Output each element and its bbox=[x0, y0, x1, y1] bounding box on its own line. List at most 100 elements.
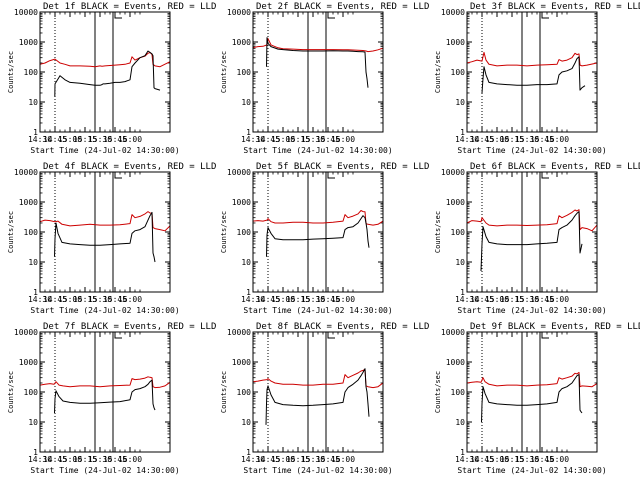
lld-series-line bbox=[252, 38, 384, 53]
interval-bracket bbox=[327, 14, 335, 19]
x-axis-label: Start Time (24-Jul-02 14:30:00) bbox=[243, 306, 392, 315]
y-tick-label: 100 bbox=[237, 68, 252, 77]
events-series-line bbox=[54, 379, 156, 414]
x-tick-label: 15:30 bbox=[301, 135, 325, 144]
x-tick-label: 15:15 bbox=[286, 455, 310, 464]
panel-4: Det 4f BLACK = Events, RED = LLD Counts/s… bbox=[7, 162, 216, 315]
interval-bracket bbox=[114, 334, 122, 339]
x-tick-label: 15:30 bbox=[301, 295, 325, 304]
panel-title: Det 8f BLACK = Events, RED = LLD bbox=[256, 322, 429, 332]
interval-bracket bbox=[327, 334, 335, 339]
panel-1: Det 1f BLACK = Events, RED = LLD Counts/s… bbox=[7, 2, 216, 155]
x-axis-label: Start Time (24-Jul-02 14:30:00) bbox=[243, 466, 392, 475]
panel-title: Det 9f BLACK = Events, RED = LLD bbox=[470, 322, 640, 332]
y-tick-label: 1 bbox=[246, 128, 251, 137]
lld-series-line bbox=[466, 371, 598, 388]
x-tick-label: 15:30 bbox=[515, 295, 539, 304]
interval-bracket bbox=[327, 174, 335, 179]
panel-title: Det 2f BLACK = Events, RED = LLD bbox=[256, 2, 429, 12]
x-axis-label: Start Time (24-Jul-02 14:30:00) bbox=[457, 466, 606, 475]
x-tick-label: 16:00 bbox=[545, 135, 569, 144]
y-tick-label: 1000 bbox=[446, 358, 465, 367]
x-tick-label: 14:45 bbox=[256, 295, 280, 304]
plot-frame bbox=[39, 11, 171, 133]
x-tick-label: 16:00 bbox=[118, 135, 142, 144]
lld-series-line bbox=[39, 211, 171, 232]
lld-series-line bbox=[466, 51, 598, 67]
x-tick-label: 15:45 bbox=[103, 455, 127, 464]
x-tick-label: 15:00 bbox=[485, 135, 509, 144]
plot-frame bbox=[252, 11, 384, 133]
x-tick-label: 15:30 bbox=[301, 455, 325, 464]
y-tick-label: 10 bbox=[28, 98, 38, 107]
x-tick-label: 14:30 bbox=[455, 135, 479, 144]
y-tick-label: 100 bbox=[24, 68, 39, 77]
y-tick-label: 10000 bbox=[14, 168, 38, 177]
x-tick-label: 16:00 bbox=[331, 135, 355, 144]
x-tick-label: 15:00 bbox=[58, 295, 82, 304]
x-tick-label: 16:00 bbox=[331, 455, 355, 464]
y-tick-label: 1 bbox=[460, 288, 465, 297]
y-tick-label: 100 bbox=[24, 388, 39, 397]
x-tick-label: 15:30 bbox=[88, 295, 112, 304]
y-tick-label: 1 bbox=[246, 448, 251, 457]
panel-title: Det 4f BLACK = Events, RED = LLD bbox=[43, 162, 216, 172]
interval-bracket bbox=[114, 14, 122, 19]
y-tick-label: 100 bbox=[451, 388, 466, 397]
y-axis-label: Counts/sec bbox=[220, 211, 228, 253]
panel-title: Det 3f BLACK = Events, RED = LLD bbox=[470, 2, 640, 12]
x-tick-label: 15:45 bbox=[530, 455, 554, 464]
x-tick-label: 15:00 bbox=[58, 455, 82, 464]
x-axis-label: Start Time (24-Jul-02 14:30:00) bbox=[30, 306, 179, 315]
y-tick-label: 10000 bbox=[441, 168, 465, 177]
interval-bracket bbox=[541, 334, 549, 339]
y-tick-label: 1000 bbox=[446, 198, 465, 207]
panel-6: Det 6f BLACK = Events, RED = LLD Counts/s… bbox=[434, 162, 640, 315]
interval-bracket bbox=[114, 174, 122, 179]
x-tick-label: 15:30 bbox=[88, 455, 112, 464]
y-axis-label: Counts/sec bbox=[7, 51, 15, 93]
y-tick-label: 100 bbox=[237, 388, 252, 397]
panel-8: Det 8f BLACK = Events, RED = LLD Counts/s… bbox=[220, 322, 429, 475]
y-tick-label: 1000 bbox=[19, 38, 38, 47]
y-tick-label: 10 bbox=[455, 98, 465, 107]
y-tick-label: 1 bbox=[460, 128, 465, 137]
x-tick-label: 14:45 bbox=[256, 135, 280, 144]
y-axis-label: Counts/sec bbox=[7, 371, 15, 413]
y-tick-label: 10000 bbox=[227, 8, 251, 17]
y-axis-label: Counts/sec bbox=[434, 371, 442, 413]
y-axis-label: Counts/sec bbox=[220, 371, 228, 413]
x-tick-label: 15:00 bbox=[485, 455, 509, 464]
events-series-line bbox=[266, 37, 369, 88]
panel-2: Det 2f BLACK = Events, RED = LLD Counts/s… bbox=[220, 2, 429, 155]
y-tick-label: 10000 bbox=[441, 328, 465, 337]
x-tick-label: 14:30 bbox=[241, 295, 265, 304]
x-tick-label: 14:30 bbox=[28, 455, 52, 464]
x-axis-label: Start Time (24-Jul-02 14:30:00) bbox=[457, 146, 606, 155]
panel-title: Det 5f BLACK = Events, RED = LLD bbox=[256, 162, 429, 172]
y-tick-label: 1000 bbox=[232, 358, 251, 367]
y-tick-label: 10 bbox=[28, 418, 38, 427]
x-tick-label: 14:45 bbox=[470, 295, 494, 304]
y-tick-label: 10 bbox=[28, 258, 38, 267]
x-tick-label: 14:30 bbox=[241, 455, 265, 464]
lld-series-line bbox=[252, 210, 384, 226]
y-tick-label: 1000 bbox=[446, 38, 465, 47]
y-tick-label: 1000 bbox=[232, 38, 251, 47]
x-tick-label: 14:30 bbox=[28, 135, 52, 144]
x-tick-label: 14:45 bbox=[256, 455, 280, 464]
y-tick-label: 1 bbox=[460, 448, 465, 457]
y-tick-label: 10000 bbox=[14, 328, 38, 337]
x-tick-label: 15:15 bbox=[73, 135, 97, 144]
y-tick-label: 10 bbox=[455, 418, 465, 427]
events-series-line bbox=[266, 215, 370, 257]
x-tick-label: 14:30 bbox=[28, 295, 52, 304]
events-series-line bbox=[265, 368, 370, 425]
events-series-line bbox=[54, 211, 156, 263]
lld-series-line bbox=[39, 376, 171, 389]
x-tick-label: 15:45 bbox=[316, 295, 340, 304]
plot-frame bbox=[466, 331, 598, 453]
y-tick-label: 1 bbox=[246, 288, 251, 297]
x-tick-label: 14:30 bbox=[241, 135, 265, 144]
